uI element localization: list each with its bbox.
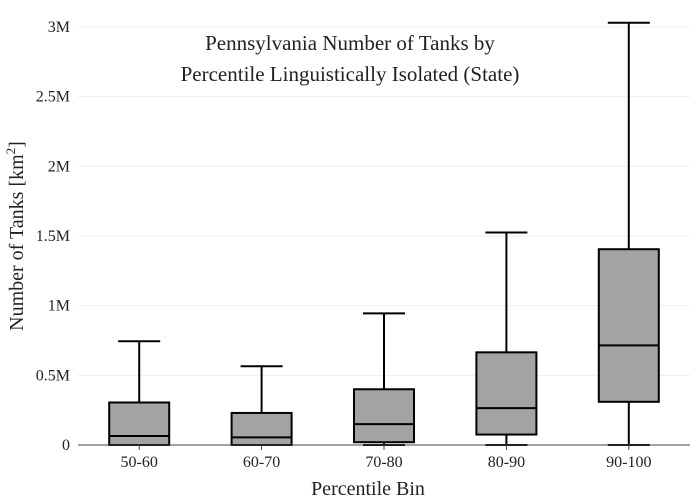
y-tick-label: 2M [48, 158, 70, 175]
y-axis-title-close: ] [6, 141, 28, 148]
x-tick-label: 80-90 [488, 454, 525, 471]
y-tick-label: 2.5M [36, 89, 70, 106]
axes: 0 0.5M 1M 1.5M 2M 2.5M 3M 50-60 60-70 70-80 80-90 9… [36, 19, 690, 471]
y-axis-title: Number of Tanks [km2] [3, 141, 28, 331]
gridlines [78, 26, 690, 376]
box-body [353, 388, 415, 444]
y-axis-title-text: Number of Tanks [km [6, 154, 28, 331]
box-80-90 [475, 231, 538, 446]
box-50-60 [108, 340, 171, 446]
y-tick-label: 1M [48, 298, 70, 315]
box-70-80 [353, 312, 415, 446]
chart-title-line-1: Pennsylvania Number of Tanks by [205, 31, 495, 55]
box-body [230, 411, 293, 446]
box-body [108, 401, 171, 446]
box-90-100 [597, 21, 660, 446]
box-body [597, 248, 660, 403]
box-body [475, 351, 538, 436]
y-tick-label: 0.5M [36, 367, 70, 384]
x-tick-label: 90-100 [606, 454, 651, 471]
x-tick-label: 50-60 [121, 454, 158, 471]
y-tick-label: 3M [48, 19, 70, 36]
x-tick-label: 60-70 [243, 454, 280, 471]
y-tick-label: 1.5M [36, 228, 70, 245]
y-tick-label: 0 [62, 437, 70, 454]
boxes [108, 21, 660, 446]
chart-title-line-2: Percentile Linguistically Isolated (Stat… [181, 62, 520, 86]
x-axis-title: Percentile Bin [311, 478, 425, 500]
box-60-70 [230, 365, 293, 446]
y-axis-title-superscript: 2 [3, 148, 18, 155]
x-tick-label: 70-80 [365, 454, 402, 471]
